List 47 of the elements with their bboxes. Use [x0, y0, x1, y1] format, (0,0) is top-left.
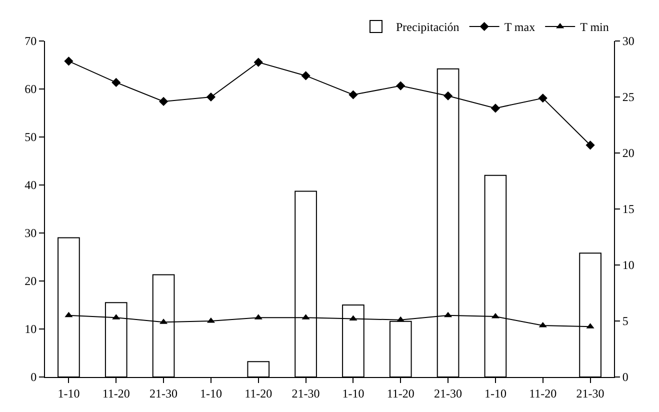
- point: [64, 56, 74, 66]
- point: [538, 94, 548, 103]
- x-tick-label: 11-20: [386, 386, 414, 400]
- y-tick-label: 40: [24, 178, 37, 192]
- y-tick-label: 60: [24, 82, 37, 96]
- point: [206, 92, 216, 102]
- y-tick-label: 30: [24, 226, 37, 240]
- x-tick-label: 21-30: [150, 386, 178, 400]
- x-tick-label: 1-10: [342, 386, 364, 400]
- point: [538, 322, 547, 328]
- point: [444, 312, 452, 318]
- x-tick-label: 11-20: [244, 386, 272, 400]
- y2-tick-label: 25: [622, 90, 634, 104]
- point: [586, 140, 595, 150]
- point: [112, 78, 121, 87]
- x-tick-label: 11-20: [102, 386, 130, 400]
- point: [443, 91, 453, 100]
- y2-tick-label: 30: [622, 34, 634, 48]
- point: [349, 315, 358, 321]
- point: [254, 58, 263, 67]
- point: [490, 104, 500, 113]
- y-tick-label: 10: [24, 322, 37, 336]
- y2-tick-label: 20: [622, 146, 634, 160]
- point: [396, 81, 406, 90]
- y2-tick-label: 0: [622, 370, 628, 384]
- y-tick-label: 50: [24, 130, 37, 144]
- y2-tick-label: 5: [622, 314, 628, 328]
- y2-tick-label: 15: [622, 202, 634, 216]
- legend-label: T max: [504, 20, 536, 34]
- x-tick-label: 21-30: [292, 386, 320, 400]
- legend-label: T min: [580, 20, 609, 34]
- x-tick-label: 1-10: [200, 386, 222, 400]
- point: [396, 316, 405, 322]
- x-tick-label: 21-30: [576, 386, 604, 400]
- y-tick-label: 20: [24, 274, 37, 288]
- y-tick-label: 0: [30, 370, 37, 384]
- point: [158, 96, 168, 106]
- y2-tick-label: 10: [622, 258, 634, 272]
- point: [301, 71, 310, 80]
- legend-label: Precipitación: [396, 20, 460, 34]
- x-tick-label: 1-10: [484, 386, 506, 400]
- point: [348, 90, 358, 100]
- y-tick-label: 70: [24, 34, 37, 48]
- x-tick-label: 11-20: [529, 386, 557, 400]
- x-tick-label: 21-30: [434, 386, 462, 400]
- point: [64, 312, 73, 318]
- x-tick-label: 1-10: [58, 386, 80, 400]
